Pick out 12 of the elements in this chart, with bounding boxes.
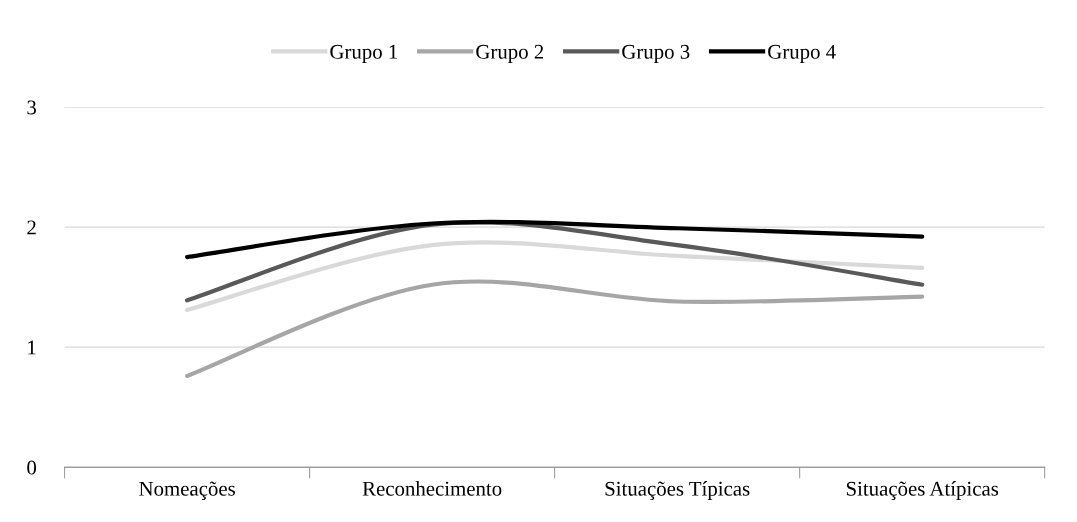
x-tick-label: Nomeações: [139, 481, 235, 500]
x-tick-label: Reconhecimento: [362, 481, 502, 496]
y-tick-label: 2: [27, 220, 36, 235]
x-tick-label: Situações Atípicas: [846, 481, 999, 500]
y-tick-label: 3: [27, 100, 37, 115]
y-tick-label: 0: [27, 460, 37, 475]
x-tick-label: Situações Típicas: [605, 481, 750, 500]
legend-label: Grupo 3: [622, 44, 690, 64]
y-tick-label: 1: [28, 340, 36, 355]
legend-label: Grupo 1: [330, 44, 398, 64]
legend-label: Grupo 2: [476, 44, 544, 64]
legend-label: Grupo 4: [768, 44, 836, 64]
